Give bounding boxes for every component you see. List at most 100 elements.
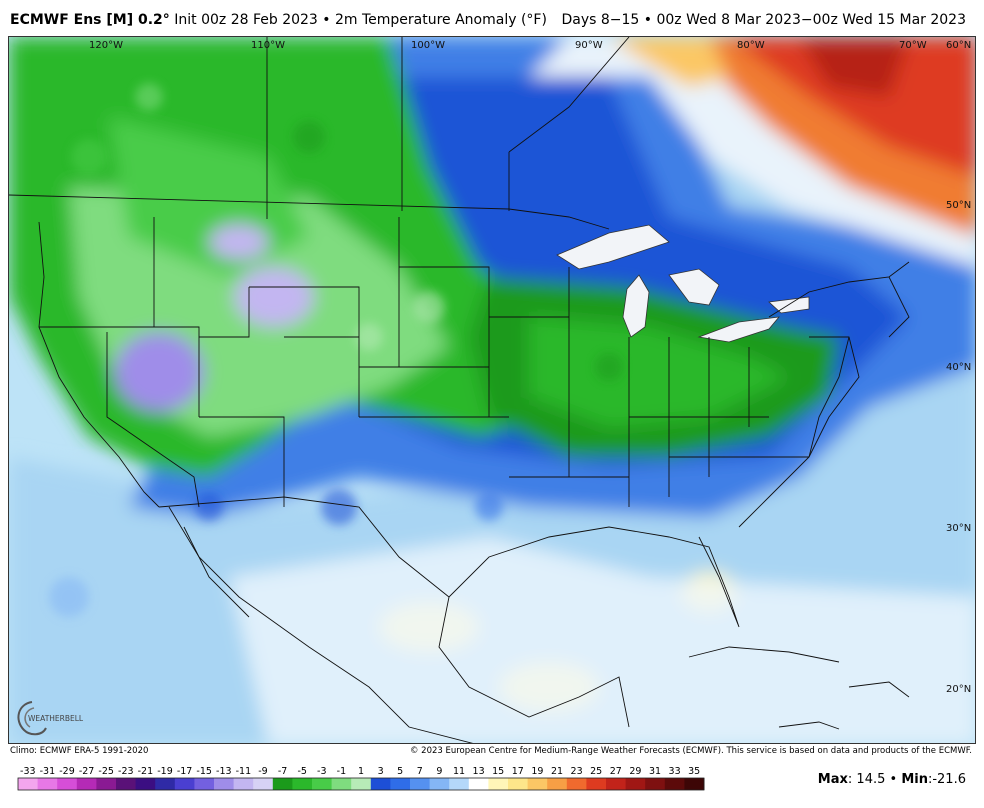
lon-label-70w: 70°W: [899, 40, 927, 51]
colorbar-tick-label: 25: [590, 766, 602, 777]
colorbar-cell: [76, 778, 97, 790]
colorbar-cell: [135, 778, 156, 790]
colorbar-tick-label: -17: [177, 766, 193, 777]
colorbar-cell: [390, 778, 411, 790]
lon-label-90w: 90°W: [575, 40, 603, 51]
colorbar-cell: [96, 778, 117, 790]
colorbar-tick-label: -15: [196, 766, 212, 777]
min-label: Min: [901, 772, 928, 787]
great-lakes: [556, 224, 810, 343]
colorbar-tick-label: 17: [512, 766, 524, 777]
colorbar-cell: [410, 778, 431, 790]
colorbar-cell: [312, 778, 333, 790]
colorbar-tick-label: -31: [40, 766, 56, 777]
colorbar-tick-label: 31: [649, 766, 661, 777]
colorbar-tick-label: -25: [98, 766, 114, 777]
anomaly-field: [9, 37, 975, 743]
colorbar-tick-label: 15: [492, 766, 504, 777]
colorbar-cell: [351, 778, 372, 790]
max-value: : 14.5: [847, 772, 886, 787]
colorbar-cell: [625, 778, 646, 790]
lon-label-120w: 120°W: [89, 40, 123, 51]
lat-label-20n: 20°N: [946, 684, 971, 695]
colorbar-border: [17, 777, 705, 791]
colorbar-tick-label: 7: [417, 766, 423, 777]
colorbar-cell: [253, 778, 274, 790]
graticule-labels: 120°W 110°W 100°W 90°W 80°W 70°W 60°N 50…: [89, 40, 971, 695]
colorbar-tick-label: 19: [531, 766, 543, 777]
colorbar-tick-label: -7: [278, 766, 287, 777]
logo-swirl: [17, 701, 47, 736]
colorbar-cell: [233, 778, 254, 790]
colorbar-tick-label: -29: [59, 766, 75, 777]
map-title: ECMWF Ens [M] 0.2° Init 00z 28 Feb 2023 …: [10, 12, 547, 28]
colorbar-cell: [449, 778, 470, 790]
colorbar-tick-label: -21: [138, 766, 154, 777]
lon-label-100w: 100°W: [411, 40, 445, 51]
colorbar-cell: [116, 778, 137, 790]
lon-label-80w: 80°W: [737, 40, 765, 51]
colorbar-tick-label: 11: [453, 766, 465, 777]
logo-swirl-inner: [24, 707, 35, 728]
colorbar-tick-label: 21: [551, 766, 563, 777]
colorbar-tick-label: 9: [436, 766, 442, 777]
lat-label-50n: 50°N: [946, 200, 971, 211]
colorbar-cell: [370, 778, 391, 790]
colorbar-tick-label: 35: [688, 766, 700, 777]
colorbar-tick-label: 27: [610, 766, 622, 777]
colorbar-tick-label: 1: [358, 766, 364, 777]
max-label: Max: [817, 772, 848, 787]
colorbar-tick-label: 29: [629, 766, 641, 777]
min-value: :-21.6: [927, 772, 966, 787]
colorbar-tick-label: 33: [669, 766, 681, 777]
colorbar-tick-label: 23: [571, 766, 583, 777]
valid-period: Days 8−15 • 00z Wed 8 Mar 2023−00z Wed 1…: [561, 12, 966, 28]
colorbar-cell: [645, 778, 666, 790]
credits-bar: Climo: ECMWF ERA-5 1991-2020 © 2023 Euro…: [8, 746, 976, 760]
colorbar-tick-label: -3: [317, 766, 326, 777]
anomaly-texture: [49, 83, 623, 617]
colorbar-cell: [174, 778, 195, 790]
colorbar-cell: [214, 778, 235, 790]
weatherbell-logo: WEATHERBELL: [17, 701, 84, 736]
colorbar-cell: [547, 778, 568, 790]
colorbar-tick-label: -11: [236, 766, 252, 777]
colorbar-cell: [566, 778, 587, 790]
colorbar-tick-label: 5: [397, 766, 403, 777]
colorbar-cell: [468, 778, 489, 790]
colorbar-tick-label: 13: [473, 766, 485, 777]
political-borders: [9, 37, 910, 743]
colorbar-cell: [57, 778, 78, 790]
lat-label-40n: 40°N: [946, 362, 971, 373]
colorbar-ticks: -33 -31 -29 -27 -25 -23 -21 -19 -17 -15 -13 -11 -9 -7…: [20, 766, 700, 777]
model-degree: °: [162, 12, 170, 28]
lat-label-60n: 60°N: [946, 40, 971, 51]
lon-label-110w: 110°W: [251, 40, 285, 51]
colorbar-cell: [194, 778, 215, 790]
lat-label-30n: 30°N: [946, 523, 971, 534]
colorbar-tick-label: -33: [20, 766, 36, 777]
colorbar-tick-label: -13: [216, 766, 232, 777]
colorbar-cell: [272, 778, 293, 790]
colorbar-cell: [684, 778, 705, 790]
colorbar-tick-label: -23: [118, 766, 134, 777]
map-header: ECMWF Ens [M] 0.2° Init 00z 28 Feb 2023 …: [0, 0, 984, 36]
colorbar-cells: [17, 777, 705, 791]
logo-text: WEATHERBELL: [28, 714, 84, 723]
colorbar-tick-label: -27: [79, 766, 95, 777]
colorbar-cell: [586, 778, 607, 790]
copyright-text: © 2023 European Centre for Medium-Range …: [409, 746, 972, 756]
colorbar-cell: [331, 778, 352, 790]
colorbar-cell: [37, 778, 58, 790]
colorbar-tick-label: -1: [337, 766, 346, 777]
colorbar-tick-label: -9: [258, 766, 267, 777]
colorbar-tick-label: -5: [297, 766, 306, 777]
init-text: Init 00z 28 Feb 2023 • 2m Temperature An…: [169, 12, 547, 28]
temperature-anomaly-map: 120°W 110°W 100°W 90°W 80°W 70°W 60°N 50…: [8, 36, 976, 744]
colorbar-cell: [664, 778, 685, 790]
colorbar-cell: [18, 778, 39, 790]
colorbar: -33 -31 -29 -27 -25 -23 -21 -19 -17 -15 -13 -11 -9 -7…: [17, 766, 705, 791]
model-name: ECMWF Ens [M] 0.2: [10, 12, 163, 28]
colorbar-cell: [606, 778, 627, 790]
colorbar-cell: [488, 778, 509, 790]
